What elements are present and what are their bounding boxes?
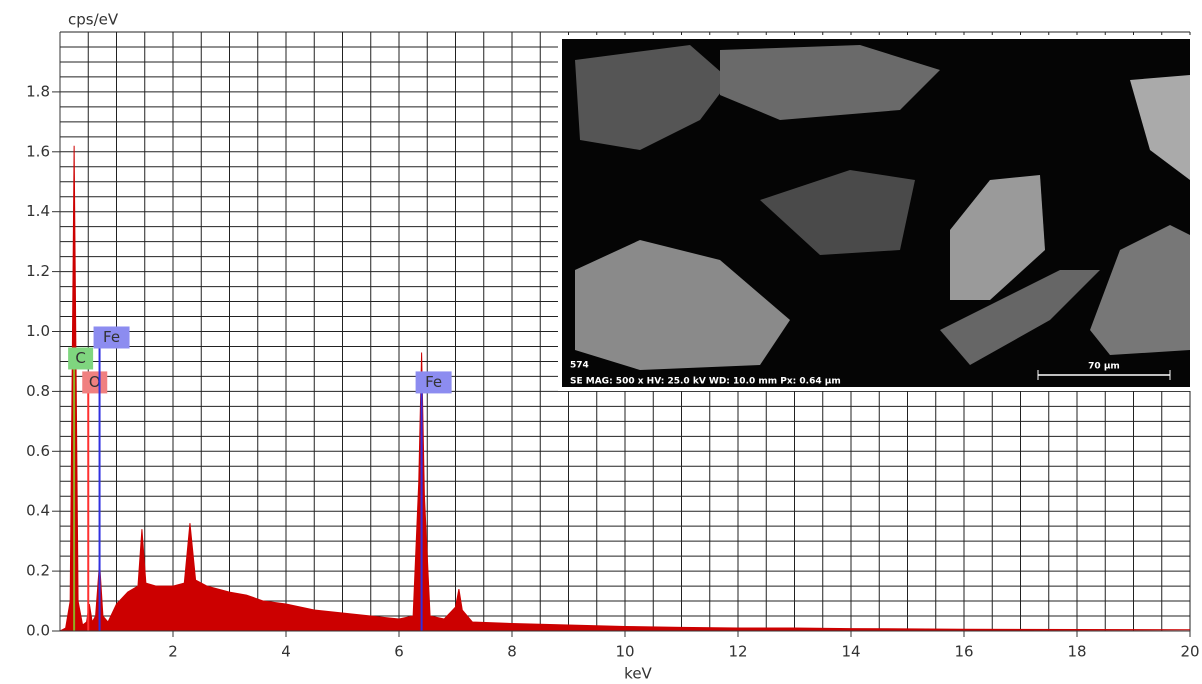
particle: [1130, 75, 1190, 180]
x-tick-label: 6: [394, 643, 404, 661]
y-tick-label: 0.0: [26, 622, 50, 640]
element-label: C: [75, 349, 85, 367]
y-tick-label: 0.4: [26, 502, 50, 520]
x-tick-label: 4: [281, 643, 291, 661]
x-tick-label: 8: [507, 643, 517, 661]
element-label-box: [82, 371, 108, 394]
scale-bar-label: 70 µm: [1088, 362, 1120, 372]
inset-caption: SE MAG: 500 x HV: 25.0 kV WD: 10.0 mm Px…: [570, 377, 841, 387]
element-label: O: [89, 373, 101, 391]
y-tick-label: 1.6: [26, 142, 50, 160]
element-label: Fe: [425, 373, 442, 391]
y-tick-label: 1.0: [26, 322, 50, 340]
y-tick-label: 1.4: [26, 202, 50, 220]
particle: [575, 240, 790, 370]
inset-id: 574: [570, 361, 589, 371]
x-tick-label: 14: [841, 643, 860, 661]
sem-inset: 574 SE MAG: 500 x HV: 25.0 kV WD: 10.0 m…: [558, 35, 1194, 391]
x-tick-label: 10: [615, 643, 634, 661]
particle: [760, 170, 915, 255]
y-axis-label: cps/eV: [68, 11, 119, 29]
element-label-box: [93, 326, 130, 349]
x-tick-label: 20: [1180, 643, 1199, 661]
element-label: Fe: [103, 328, 120, 346]
element-label-box: [68, 347, 94, 370]
x-axis-label: keV: [624, 665, 652, 683]
x-tick-label: 18: [1067, 643, 1086, 661]
x-tick-label: 16: [954, 643, 973, 661]
particle: [1090, 225, 1190, 355]
y-tick-label: 1.2: [26, 262, 50, 280]
y-tick-label: 0.2: [26, 562, 50, 580]
y-tick-label: 0.8: [26, 382, 50, 400]
particle: [950, 175, 1045, 300]
y-tick-label: 0.6: [26, 442, 50, 460]
element-label-box: [415, 371, 452, 394]
y-tick-label: 1.8: [26, 82, 50, 100]
particle: [720, 45, 940, 120]
particle: [575, 45, 730, 150]
particle: [940, 270, 1100, 365]
spectrum: [59, 145, 1191, 632]
x-tick-label: 2: [168, 643, 178, 661]
x-tick-label: 12: [728, 643, 747, 661]
